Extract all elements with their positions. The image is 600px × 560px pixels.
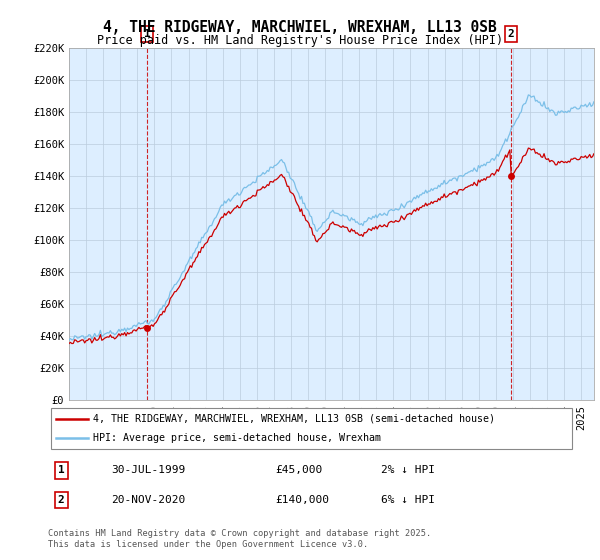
Text: HPI: Average price, semi-detached house, Wrexham: HPI: Average price, semi-detached house,…: [93, 433, 381, 444]
Text: 1: 1: [58, 465, 65, 475]
Text: 1: 1: [144, 29, 151, 39]
Text: 20-NOV-2020: 20-NOV-2020: [112, 495, 185, 505]
Text: 2: 2: [58, 495, 65, 505]
Text: 6% ↓ HPI: 6% ↓ HPI: [380, 495, 434, 505]
Text: 4, THE RIDGEWAY, MARCHWIEL, WREXHAM, LL13 0SB: 4, THE RIDGEWAY, MARCHWIEL, WREXHAM, LL1…: [103, 20, 497, 35]
Text: Price paid vs. HM Land Registry's House Price Index (HPI): Price paid vs. HM Land Registry's House …: [97, 34, 503, 46]
Text: £45,000: £45,000: [275, 465, 322, 475]
Text: 2: 2: [508, 29, 514, 39]
Text: £140,000: £140,000: [275, 495, 329, 505]
Text: 30-JUL-1999: 30-JUL-1999: [112, 465, 185, 475]
Text: Contains HM Land Registry data © Crown copyright and database right 2025.
This d: Contains HM Land Registry data © Crown c…: [48, 529, 431, 549]
Text: 4, THE RIDGEWAY, MARCHWIEL, WREXHAM, LL13 0SB (semi-detached house): 4, THE RIDGEWAY, MARCHWIEL, WREXHAM, LL1…: [93, 413, 495, 423]
FancyBboxPatch shape: [50, 408, 572, 449]
Text: 2% ↓ HPI: 2% ↓ HPI: [380, 465, 434, 475]
